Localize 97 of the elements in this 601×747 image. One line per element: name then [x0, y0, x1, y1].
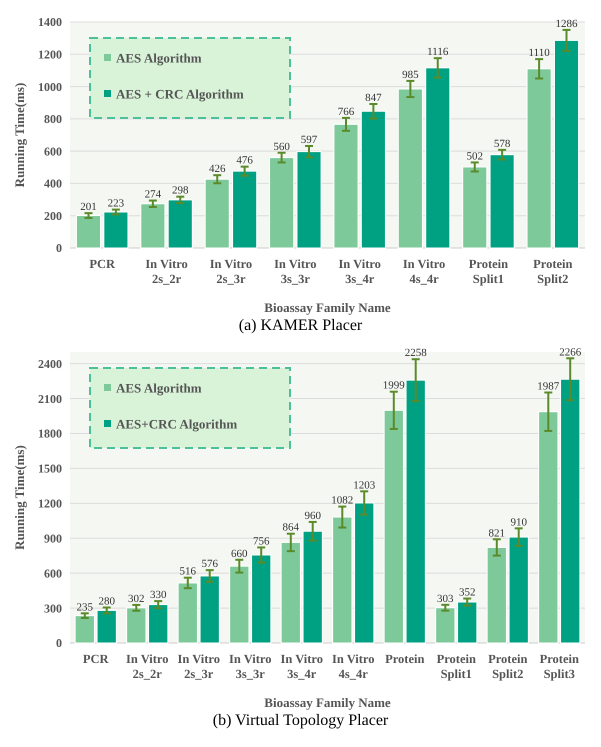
data-label: 864 — [282, 522, 300, 534]
data-label: 597 — [300, 134, 318, 146]
y-tick-label: 2400 — [38, 356, 62, 371]
data-label: 298 — [172, 184, 190, 197]
x-tick-label: PCR — [82, 652, 110, 666]
x-tick-label: In Vitro 2s_2r — [145, 257, 188, 286]
data-label: 426 — [208, 163, 226, 176]
bar — [333, 124, 359, 248]
bar — [269, 157, 294, 248]
data-label: 502 — [466, 150, 483, 162]
x-axis-title: Bioassay Family Name — [264, 300, 391, 315]
y-tick-label: 400 — [44, 176, 62, 191]
x-tick-label: Protein Split1 — [436, 652, 476, 681]
data-label: 476 — [236, 154, 254, 167]
text: (a) KAMER Placer — [238, 317, 363, 334]
x-tick-label: In Vitro 2s_2r — [126, 652, 168, 681]
data-label: 766 — [338, 106, 355, 118]
y-tick-label: 2100 — [38, 392, 62, 406]
y-tick-label: 600 — [44, 144, 62, 158]
data-label: 280 — [98, 596, 116, 608]
x-tick-label: In Vitro 4s_4r — [402, 257, 446, 286]
y-tick-label: 800 — [44, 112, 62, 126]
data-label: 1082 — [331, 494, 354, 507]
data-label: 560 — [273, 140, 290, 153]
bar — [425, 67, 450, 248]
data-label: 235 — [76, 601, 94, 614]
y-tick-label: 1800 — [38, 426, 62, 441]
x-tick-label: In Vitro 3s_4r — [280, 652, 323, 681]
data-label: 847 — [365, 92, 382, 104]
data-label: 578 — [494, 138, 511, 150]
data-label: 1116 — [427, 46, 449, 58]
bar — [462, 166, 488, 248]
y-tick-label: 0 — [56, 636, 62, 650]
data-label: 2266 — [559, 346, 582, 358]
y-tick-label: 300 — [44, 601, 62, 616]
bar — [204, 178, 230, 248]
bar — [360, 110, 386, 248]
y-axis-title: Running Time(ms) — [12, 82, 27, 188]
bar — [398, 88, 423, 248]
y-tick-label: 1000 — [38, 80, 62, 94]
data-label: 576 — [201, 558, 218, 570]
data-label: 201 — [80, 201, 97, 214]
y-tick-label: 1400 — [38, 15, 62, 30]
data-label: 274 — [144, 188, 162, 201]
y-tick-label: 1200 — [38, 496, 62, 511]
bar — [554, 40, 580, 248]
data-label: 960 — [304, 510, 322, 522]
data-label: 1203 — [353, 479, 376, 492]
legend-label: AES + CRC Algorithm — [116, 86, 244, 102]
bar — [103, 212, 128, 248]
data-label: 1286 — [556, 18, 578, 30]
data-label: 352 — [458, 586, 476, 599]
x-tick-label: In Vitro 4s_4r — [332, 652, 374, 681]
data-label: 223 — [108, 198, 125, 210]
data-label: 1987 — [537, 380, 560, 393]
y-tick-label: 1500 — [38, 462, 62, 476]
data-label: 303 — [437, 592, 454, 605]
x-axis-title: Bioassay Family Name — [264, 695, 391, 710]
y-axis-title: Running Time(ms) — [12, 445, 27, 550]
data-label: 516 — [180, 566, 197, 578]
y-tick-label: 0 — [56, 241, 62, 256]
x-tick-label: In Vitro 3s_3r — [229, 652, 272, 681]
y-tick-label: 200 — [44, 208, 62, 223]
x-tick-label: PCR — [89, 257, 116, 271]
bar — [296, 151, 322, 248]
bar — [76, 215, 102, 248]
x-tick-label: Protein Split3 — [540, 652, 579, 681]
bar — [140, 203, 166, 248]
bar — [232, 170, 258, 248]
data-label: 660 — [231, 548, 248, 560]
data-label: 330 — [150, 589, 167, 602]
x-tick-label: Protein Split1 — [468, 257, 508, 286]
data-label: 756 — [252, 535, 270, 548]
bar — [168, 199, 193, 248]
data-label: 2258 — [404, 347, 428, 360]
y-tick-label: 600 — [44, 566, 62, 580]
bar — [526, 68, 552, 248]
bar — [490, 154, 515, 248]
data-label: 910 — [510, 516, 528, 528]
x-tick-label: Protein Split2 — [488, 652, 528, 681]
x-tick-label: Protein Split2 — [533, 257, 573, 286]
y-tick-label: 1200 — [38, 47, 62, 62]
legend-label: AES+CRC Algorithm — [116, 416, 238, 432]
text: (b) Virtual Topology Placer — [212, 712, 389, 729]
y-tick-label: 900 — [44, 531, 62, 546]
data-label: 1999 — [382, 380, 406, 392]
data-label: 985 — [402, 68, 420, 81]
legend-label: AES Algorithm — [116, 380, 202, 396]
data-label: 821 — [488, 527, 506, 540]
x-tick-label: In Vitro 3s_4r — [338, 257, 381, 286]
x-tick-label: In Vitro 3s_3r — [274, 257, 317, 286]
x-tick-label: Protein — [385, 652, 424, 666]
data-label: 302 — [128, 592, 145, 605]
x-tick-label: In Vitro 2s_3r — [178, 652, 220, 681]
x-tick-label: In Vitro 2s_3r — [210, 257, 252, 286]
legend-label: AES Algorithm — [116, 50, 202, 66]
data-label: 1110 — [528, 47, 550, 60]
